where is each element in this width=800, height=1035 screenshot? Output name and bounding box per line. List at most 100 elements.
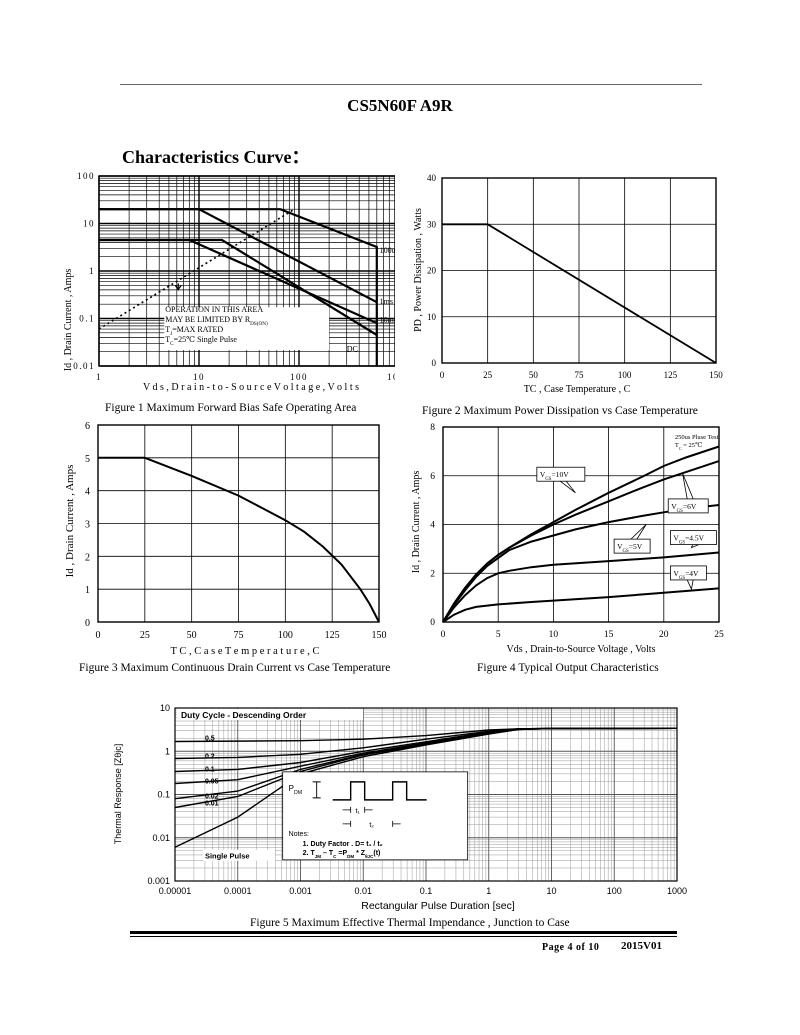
fig5-label-single: Single Pulse [205, 852, 250, 861]
fig5-frame [174, 707, 678, 882]
fig1-ytick: 1 [89, 266, 95, 276]
fig4-ytick: 0 [430, 618, 435, 628]
fig5-inset-t1-arrows [342, 806, 373, 813]
fig4-callout-pointer [690, 544, 699, 549]
fig4-xtick: 20 [659, 630, 669, 640]
fig4-xtick: 15 [604, 630, 614, 640]
fig1-note-line3: TJ=MAX RATED [165, 325, 223, 337]
fig4-xlabel: Vds , Drain-to-Source Voltage , Volts [507, 644, 656, 655]
fig3-xtick: 0 [96, 630, 101, 641]
fig1-xtick: 100 [290, 372, 308, 382]
fig4-callout-label: VGS=10V [540, 470, 569, 482]
fig1-note-line2: MAY BE LIMITED BY RDS(ON) [165, 315, 268, 327]
fig4-callout-label: VGS=4.5V [673, 534, 704, 546]
fig1-xtick: 1 [96, 372, 102, 382]
fig4-note-line2: TC = 25℃ [675, 441, 703, 451]
fig1-note-line4: TC=25℃ Single Pulse [165, 335, 237, 347]
fig3-xtick: 150 [372, 630, 387, 641]
fig4-callout-box [670, 565, 707, 581]
fig5-xlabel: Rectangular Pulse Duration [sec] [361, 900, 515, 912]
fig5-ytick: 0.1 [157, 790, 170, 800]
fig5-ytick: 1 [165, 746, 170, 756]
fig5-ytick: 0.01 [152, 833, 170, 843]
fig2-xtick: 25 [483, 370, 493, 380]
fig1-label-10ms: 10ms [380, 316, 395, 325]
fig1-ytick: 0.01 [73, 361, 95, 371]
fig3-ytick: 3 [85, 520, 90, 531]
fig5-inset-ibar [312, 781, 321, 799]
fig3-series-id [98, 456, 380, 623]
fig4-xtick: 10 [549, 630, 559, 640]
fig3-ytick: 6 [85, 421, 90, 432]
fig2-xtick: 0 [440, 370, 445, 380]
fig2-ylabel: PD , Power Dissipation , Watts [413, 208, 424, 332]
chart-power-dissipation: PD , Power Dissipation , Watts TC , Case… [413, 173, 723, 395]
fig4-callout-box [613, 538, 651, 554]
fig2-xtick: 50 [529, 370, 539, 380]
fig5-ylabel: Thermal Response [Zθjc] [113, 744, 123, 845]
fig5-inset-notes: Notes: [289, 831, 309, 838]
fig1-ytick: 100 [77, 171, 95, 181]
fig5-xtick: 1000 [667, 886, 687, 896]
fig5-legend-title-bg [177, 709, 363, 720]
fig1-xtick: 10 [193, 372, 205, 382]
fig5-xtick: 0.001 [289, 886, 312, 896]
fig1-label-1ms: 1ms [380, 297, 393, 306]
page-number: Page 4 of 10 [542, 942, 600, 953]
fig5-ytick: 0.001 [147, 876, 170, 886]
fig5-label-001-text: 0.01 [205, 801, 219, 808]
fig5-inset-note2: 2. TJM – TC =PDM * ZθJC(t) [303, 850, 381, 859]
fig2-xtick: 125 [664, 370, 678, 380]
fig5-inset-t1: t₁ [356, 808, 361, 815]
fig5-legend-title: Duty Cycle - Descending Order [181, 710, 307, 720]
fig2-ytick: 40 [427, 173, 437, 183]
fig4-callout-pointer [630, 524, 647, 540]
fig5-label-01-text: 0.1 [205, 767, 215, 774]
fig1-ytick: 10 [83, 219, 95, 229]
fig3-frame [97, 424, 380, 623]
chart-output-characteristics: Id , Drain Current , Amps Vds , Drain-to… [411, 423, 724, 655]
fig5-xtick: 10 [546, 886, 556, 896]
fig3-ytick: 1 [85, 585, 90, 596]
caption-fig1: Figure 1 Maximum Forward Bias Safe Opera… [105, 402, 357, 414]
document-title: CS5N60F A9R [347, 96, 453, 115]
fig5-inset-t2-arrows [342, 820, 401, 827]
section-title: Characteristics Curve： [122, 147, 310, 167]
fig4-callout-label: VGS=5V [617, 542, 643, 554]
fig5-label-02-text: 0.2 [205, 753, 215, 760]
fig2-series-pd [442, 223, 717, 364]
fig3-ylabel: Id , Drain Current , Amps [64, 465, 76, 578]
chart-soa: Id , Drain Current , Amps V d s , D r a … [63, 171, 395, 393]
fig5-ytick: 10 [160, 703, 170, 713]
caption-fig3: Figure 3 Maximum Continuous Drain Curren… [79, 662, 391, 674]
footer-rule-thick [130, 931, 677, 934]
fig1-series-1ms [99, 208, 378, 304]
fig3-ytick: 0 [85, 618, 90, 629]
fig5-xtick: 0.1 [420, 886, 433, 896]
fig1-xlabel: V d s , D r a i n - t o - S o u r c e V … [143, 382, 359, 393]
fig4-series-vgs45v [442, 551, 720, 623]
fig3-ytick: 5 [85, 454, 90, 465]
fig5-xtick: 100 [607, 886, 622, 896]
fig1-label-dc: DC [347, 344, 358, 353]
fig1-note-box [164, 307, 330, 351]
fig4-note-line1: 250us Pluse Test [675, 434, 719, 441]
fig5-label-002-text: 0.02 [205, 794, 219, 801]
fig4-xtick: 0 [441, 630, 446, 640]
fig2-ytick: 20 [427, 266, 437, 276]
fig4-xtick: 25 [714, 630, 724, 640]
fig4-callout-box [536, 466, 586, 482]
fig5-label-005-text: 0.05 [205, 778, 219, 785]
fig4-series-vgs6v [442, 460, 720, 623]
fig4-series-vgs4v [442, 587, 720, 623]
fig2-ytick: 10 [427, 312, 437, 322]
fig4-callout-box [670, 530, 717, 545]
caption-fig5: Figure 5 Maximum Effective Thermal Impen… [250, 917, 570, 929]
header-rule [120, 84, 702, 85]
fig4-series-vgs5v [442, 504, 720, 623]
fig4-callout-pointer [682, 473, 694, 500]
fig2-frame [441, 177, 717, 364]
fig4-callout-pointer [686, 579, 694, 591]
fig5-inset-pulse [332, 781, 427, 801]
fig4-ytick: 8 [430, 423, 435, 433]
